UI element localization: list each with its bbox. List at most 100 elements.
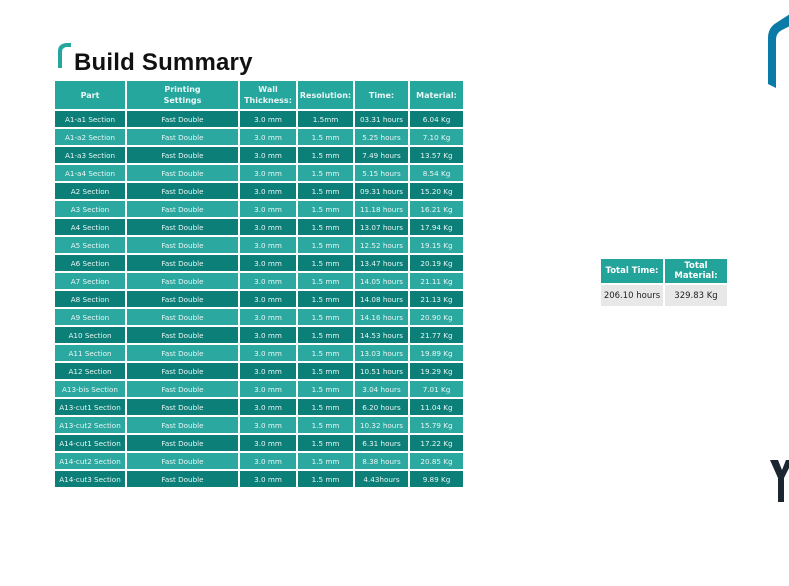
col-header: Resolution: [296,79,355,111]
part-cell: A4 Section [53,217,127,237]
part-cell: A6 Section [53,253,127,273]
part-cell: A7 Section [53,271,127,291]
wall-thickness-cell: 3.0 mm [238,109,298,129]
time-cell: 3.04 hours [353,379,410,399]
printing-settings-cell: Fast Double [125,433,240,453]
wall-thickness-cell: 3.0 mm [238,217,298,237]
material-cell: 6.04 Kg [408,109,465,129]
table-row: A12 Section Fast Double 3.0 mm 1.5 mm 10.51 … [53,361,465,381]
part-cell: A2 Section [53,181,127,201]
resolution-cell: 1.5 mm [296,253,355,273]
wall-thickness-cell: 3.0 mm [238,199,298,219]
resolution-cell: 1.5 mm [296,415,355,435]
printing-settings-cell: Fast Double [125,451,240,471]
wall-thickness-cell: 3.0 mm [238,181,298,201]
time-cell: 6.20 hours [353,397,410,417]
part-cell: A11 Section [53,343,127,363]
material-cell: 16.21 Kg [408,199,465,219]
table-row: A13-cut2 Section Fast Double 3.0 mm 1.5 mm 1… [53,415,465,435]
part-cell: A13-cut2 Section [53,415,127,435]
resolution-cell: 1.5 mm [296,163,355,183]
wall-thickness-cell: 3.0 mm [238,343,298,363]
wall-thickness-cell: 3.0 mm [238,307,298,327]
time-cell: 11.18 hours [353,199,410,219]
resolution-cell: 1.5 mm [296,199,355,219]
title-accent-icon [58,43,71,68]
material-cell: 13.57 Kg [408,145,465,165]
part-cell: A13-bis Section [53,379,127,399]
resolution-cell: 1.5 mm [296,235,355,255]
printing-settings-cell: Fast Double [125,109,240,129]
table-row: A14-cut1 Section Fast Double 3.0 mm 1.5 mm 6… [53,433,465,453]
table-row: A3 Section Fast Double 3.0 mm 1.5 mm 11.18 h… [53,199,465,219]
col-header: Time: [353,79,410,111]
time-cell: 4.43hours [353,469,410,489]
wall-thickness-cell: 3.0 mm [238,469,298,489]
part-cell: A14-cut3 Section [53,469,127,489]
printing-settings-cell: Fast Double [125,289,240,309]
part-cell: A1-a4 Section [53,163,127,183]
table-row: A11 Section Fast Double 3.0 mm 1.5 mm 13.03 … [53,343,465,363]
printing-settings-cell: Fast Double [125,217,240,237]
part-cell: A9 Section [53,307,127,327]
time-cell: 5.15 hours [353,163,410,183]
col-header: Part [53,79,127,111]
part-cell: A5 Section [53,235,127,255]
part-cell: A10 Section [53,325,127,345]
resolution-cell: 1.5 mm [296,307,355,327]
resolution-cell: 1.5 mm [296,325,355,345]
time-cell: 8.38 hours [353,451,410,471]
time-cell: 12.52 hours [353,235,410,255]
wall-thickness-cell: 3.0 mm [238,361,298,381]
part-cell: A14-cut2 Section [53,451,127,471]
material-cell: 17.22 Kg [408,433,465,453]
printing-settings-cell: Fast Double [125,415,240,435]
wall-thickness-cell: 3.0 mm [238,289,298,309]
build-summary-table: Part Printing Settings Wall Thickness: Res… [53,79,465,489]
time-cell: 14.05 hours [353,271,410,291]
wall-thickness-cell: 3.0 mm [238,397,298,417]
logo-icon [768,14,789,88]
resolution-cell: 1.5 mm [296,271,355,291]
total-material-value: 329.83 Kg [663,283,729,308]
material-cell: 17.94 Kg [408,217,465,237]
material-cell: 21.13 Kg [408,289,465,309]
material-cell: 8.54 Kg [408,163,465,183]
time-cell: 14.08 hours [353,289,410,309]
part-cell: A12 Section [53,361,127,381]
table-row: A13-bis Section Fast Double 3.0 mm 1.5 mm 3.… [53,379,465,399]
resolution-cell: 1.5mm [296,109,355,129]
printing-settings-cell: Fast Double [125,163,240,183]
col-header: Printing Settings [125,79,240,111]
printing-settings-cell: Fast Double [125,343,240,363]
wall-thickness-cell: 3.0 mm [238,145,298,165]
totals-value-row: 206.10 hours 329.83 Kg [599,283,729,308]
time-cell: 03.31 hours [353,109,410,129]
wall-thickness-cell: 3.0 mm [238,325,298,345]
printing-settings-cell: Fast Double [125,325,240,345]
part-cell: A1-a3 Section [53,145,127,165]
wall-thickness-cell: 3.0 mm [238,379,298,399]
material-cell: 21.11 Kg [408,271,465,291]
table-row: A1-a1 Section Fast Double 3.0 mm 1.5mm 03.31… [53,109,465,129]
material-cell: 11.04 Kg [408,397,465,417]
part-cell: A14-cut1 Section [53,433,127,453]
col-header: Material: [408,79,465,111]
printing-settings-cell: Fast Double [125,307,240,327]
time-cell: 14.53 hours [353,325,410,345]
printing-settings-cell: Fast Double [125,199,240,219]
material-cell: 19.29 Kg [408,361,465,381]
printing-settings-cell: Fast Double [125,379,240,399]
material-cell: 15.20 Kg [408,181,465,201]
material-cell: 7.10 Kg [408,127,465,147]
time-cell: 14.16 hours [353,307,410,327]
resolution-cell: 1.5 mm [296,289,355,309]
wall-thickness-cell: 3.0 mm [238,235,298,255]
wall-thickness-cell: 3.0 mm [238,433,298,453]
wall-thickness-cell: 3.0 mm [238,415,298,435]
wall-thickness-cell: 3.0 mm [238,163,298,183]
logo-fragment-icon [770,460,789,502]
part-cell: A1-a1 Section [53,109,127,129]
table-row: A13-cut1 Section Fast Double 3.0 mm 1.5 mm 6… [53,397,465,417]
resolution-cell: 1.5 mm [296,469,355,489]
